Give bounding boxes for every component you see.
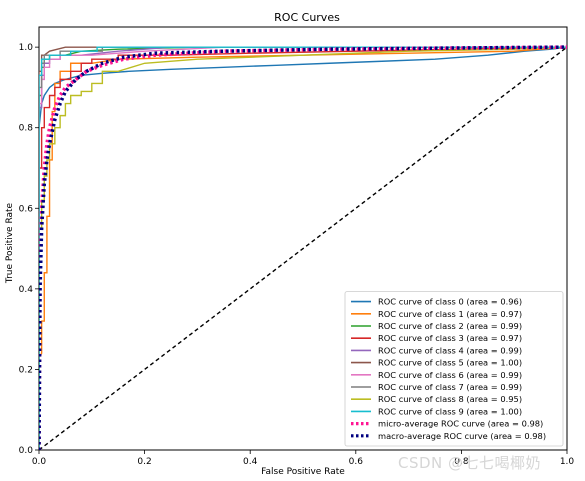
y-tick-label: 1.0 xyxy=(19,43,34,53)
legend-entry: ROC curve of class 1 (area = 0.97) xyxy=(378,309,522,319)
legend-entry: micro-average ROC curve (area = 0.98) xyxy=(378,419,543,429)
chart-title: ROC Curves xyxy=(274,11,340,24)
y-tick-label: 0.8 xyxy=(19,124,34,134)
x-tick-label: 1.0 xyxy=(560,457,575,467)
y-axis: 0.0 0.2 0.4 0.6 0.8 1.0 xyxy=(19,43,39,456)
legend-entry: ROC curve of class 9 (area = 1.00) xyxy=(378,406,522,416)
watermark: CSDN @七七喝椰奶 xyxy=(398,452,541,473)
legend-entry: ROC curve of class 5 (area = 1.00) xyxy=(378,358,522,368)
x-tick-label: 0.6 xyxy=(349,457,364,467)
legend-entry: macro-average ROC curve (area = 0.98) xyxy=(378,431,546,441)
x-tick-label: 0.0 xyxy=(32,457,47,467)
legend-entry: ROC curve of class 6 (area = 0.99) xyxy=(378,370,522,380)
legend-entry: ROC curve of class 8 (area = 0.95) xyxy=(378,394,522,404)
legend-entry: ROC curve of class 7 (area = 0.99) xyxy=(378,382,522,392)
y-tick-label: 0.6 xyxy=(19,204,34,214)
legend-entry: ROC curve of class 4 (area = 0.99) xyxy=(378,345,522,355)
x-tick-label: 0.4 xyxy=(243,457,258,467)
y-tick-label: 0.2 xyxy=(19,365,33,375)
y-axis-label: True Positive Rate xyxy=(5,202,15,284)
x-axis-label: False Positive Rate xyxy=(261,467,345,477)
y-tick-label: 0.0 xyxy=(19,446,34,456)
legend-entry: ROC curve of class 3 (area = 0.97) xyxy=(378,333,522,343)
legend: ROC curve of class 0 (area = 0.96) ROC cu… xyxy=(345,292,563,446)
legend-entry: ROC curve of class 2 (area = 0.99) xyxy=(378,321,522,331)
y-tick-label: 0.4 xyxy=(19,285,34,295)
legend-entry: ROC curve of class 0 (area = 0.96) xyxy=(378,297,522,307)
x-tick-label: 0.2 xyxy=(137,457,151,467)
